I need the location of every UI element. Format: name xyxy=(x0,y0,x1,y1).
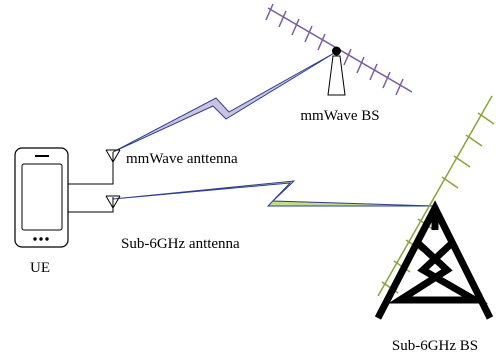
sub6-bs-label: Sub-6GHz BS xyxy=(392,338,478,354)
mmwave-bs-label: mmWave BS xyxy=(300,108,379,124)
diagram: mmWave BS Sub-6GHz BS UE mmWave anttenna… xyxy=(0,0,496,358)
ue-phone xyxy=(15,148,68,247)
sub6-link xyxy=(113,181,435,206)
sub6-array xyxy=(378,96,494,296)
ue-label: UE xyxy=(30,260,50,276)
sub6-bs xyxy=(378,208,490,318)
mmwave-antenna-label: mmWave anttenna xyxy=(126,151,238,167)
sub6-antenna-label: Sub-6GHz anttenna xyxy=(121,236,240,252)
mmwave-bs xyxy=(328,47,345,95)
ue-antennas xyxy=(68,150,120,212)
page: mmWave BS Sub-6GHz BS UE mmWave anttenna… xyxy=(0,0,496,358)
mmwave-link xyxy=(113,52,336,152)
